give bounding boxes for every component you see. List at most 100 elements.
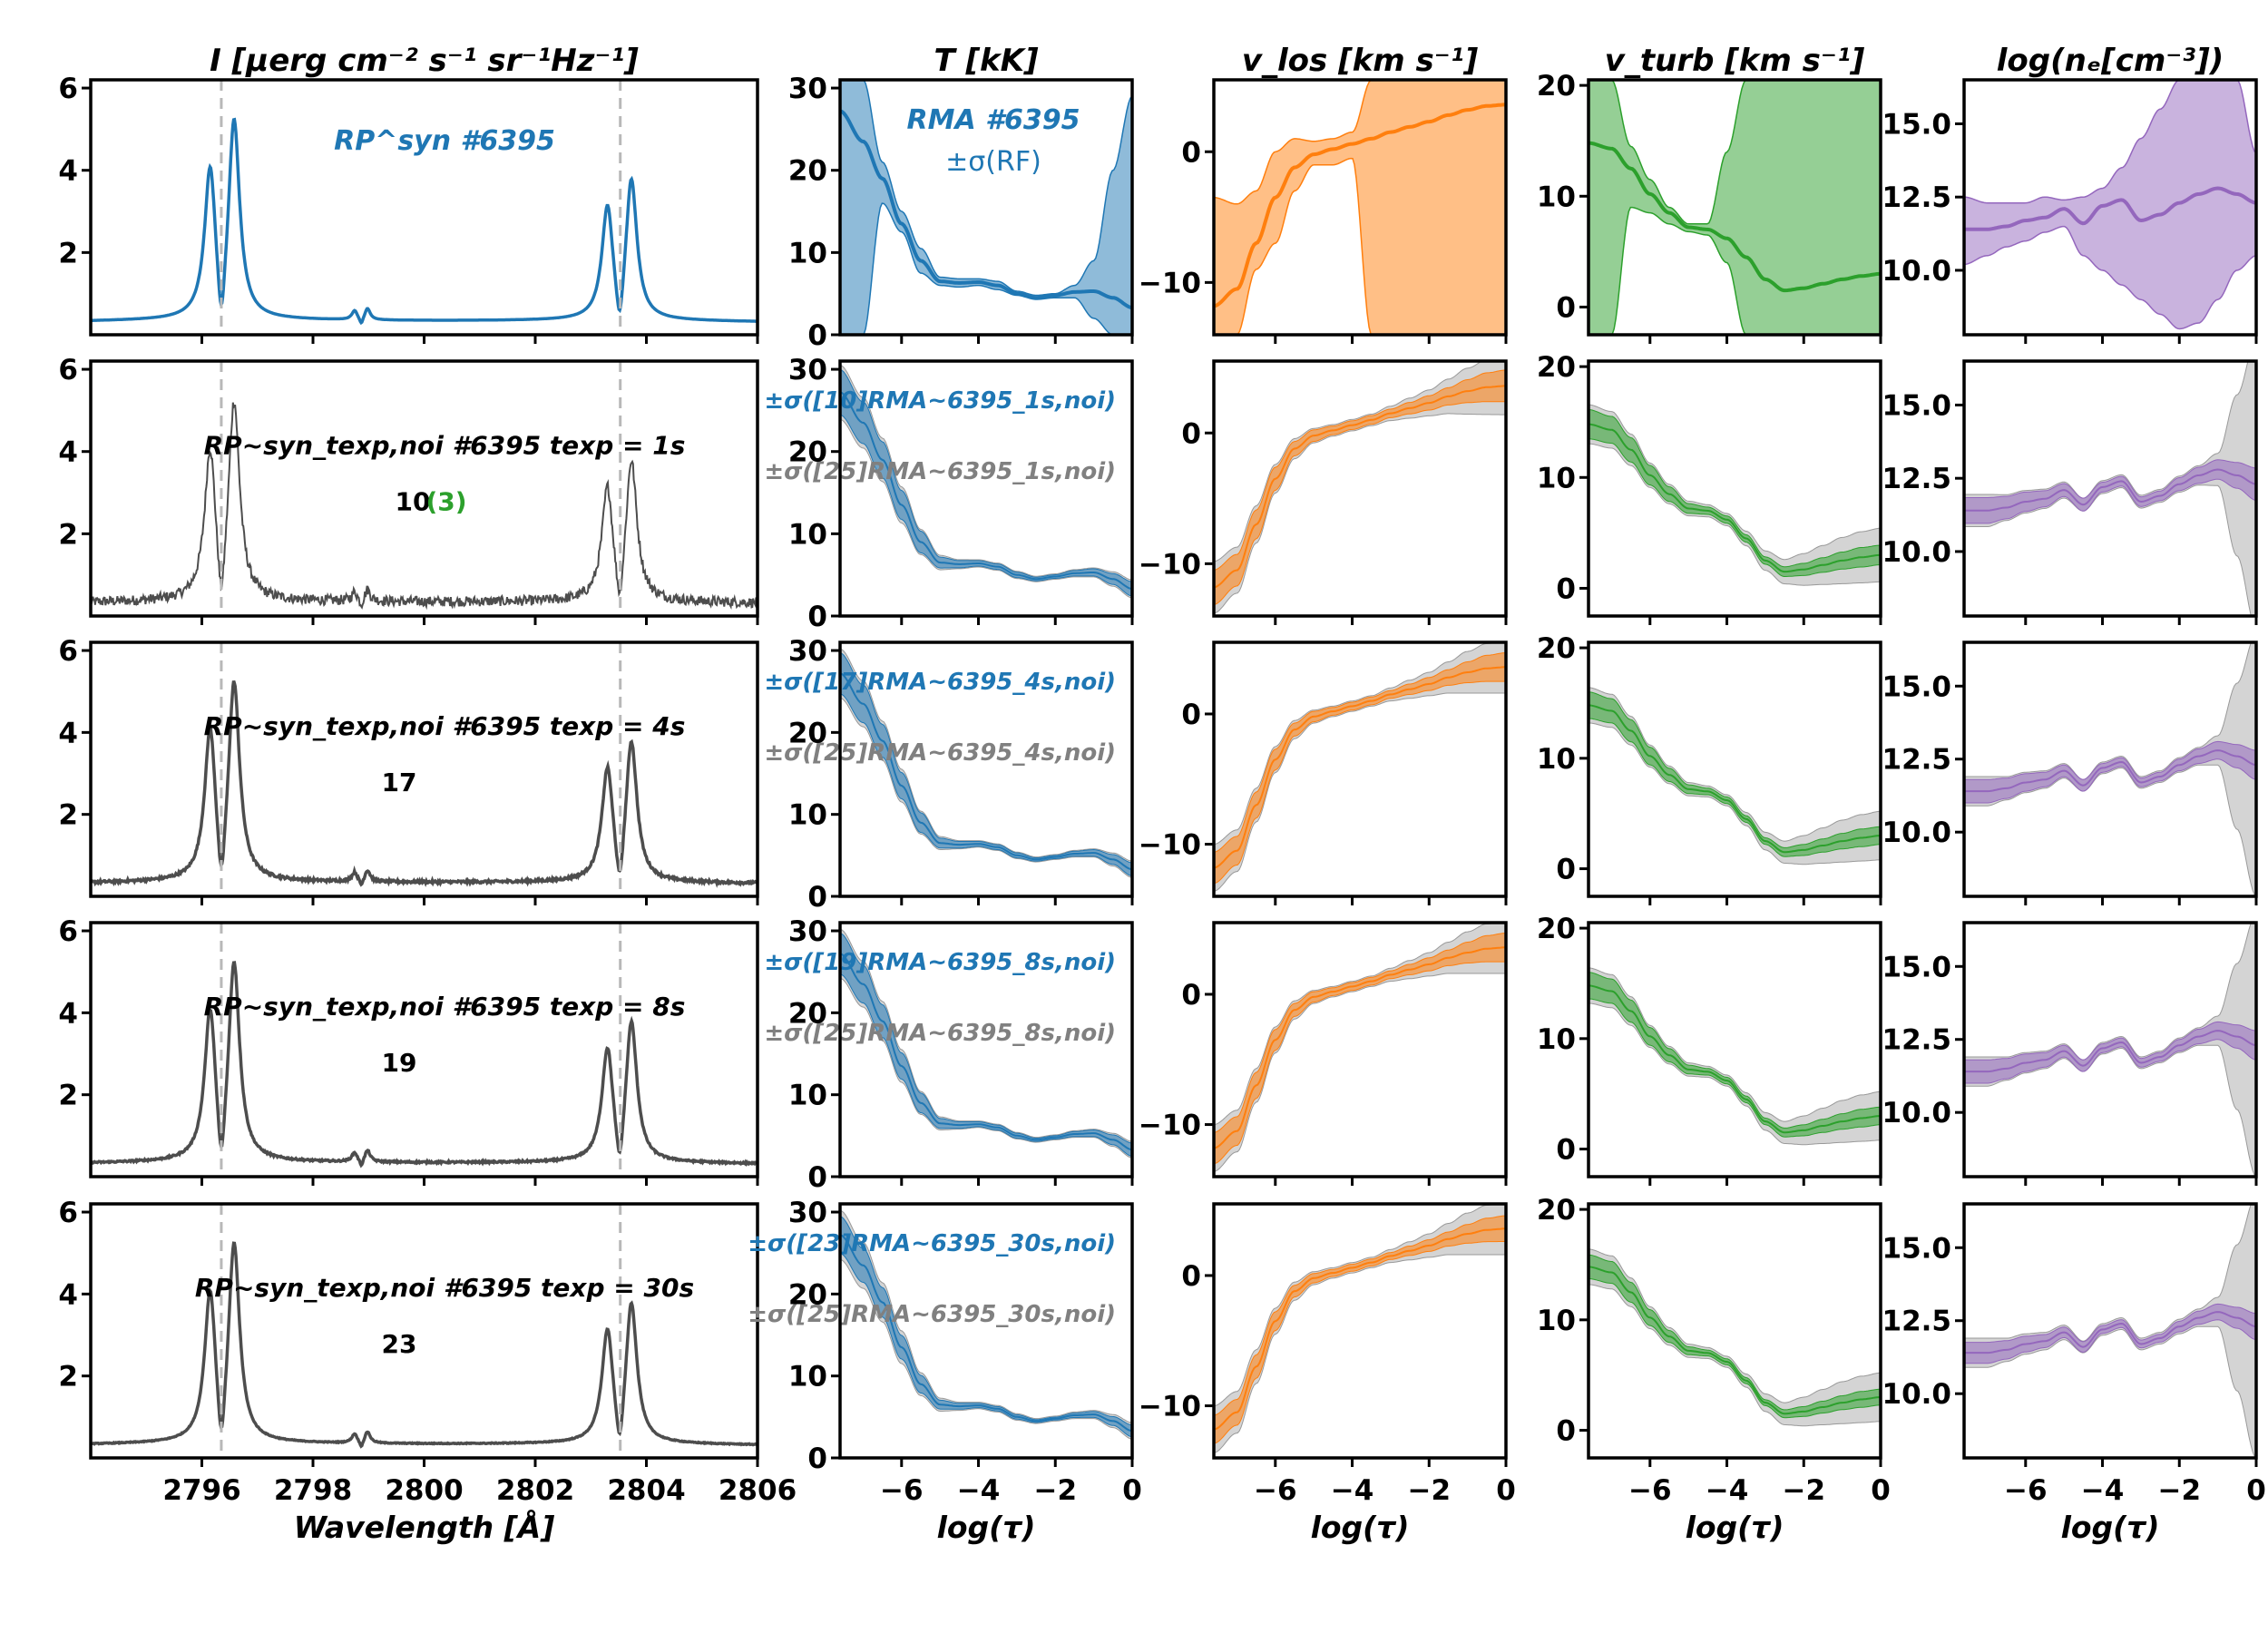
y-tick-label: 30 [788, 354, 827, 386]
plot-area [1964, 642, 2256, 896]
profile-line [1964, 1311, 2256, 1354]
x-tick-label: 2804 [607, 1474, 685, 1507]
y-tick-label: 10 [1537, 743, 1576, 776]
profile-label: RP~syn_texp,noi #6395 texp = 1s [204, 431, 686, 461]
plot-area [91, 642, 758, 896]
x-tick-label: 0 [1122, 1474, 1142, 1507]
y-tick-label: 10 [788, 518, 827, 551]
panel-vlos-row-5: −10 0 −6 −4 −2 0 log(τ) [1139, 1202, 1516, 1545]
panel-vturb-row-3: 0 10 20 [1537, 632, 1882, 905]
panel-vlos-row-1: −10 0 [1139, 78, 1508, 344]
spectrum-line [91, 117, 758, 326]
panel-vturb-row-2: 0 10 20 [1537, 351, 1882, 625]
panel-temperature-row-4: ±σ([19]RMA~6395_8s,noi) ±σ([25]RMA~6395_8… [764, 915, 1134, 1194]
y-tick-label: 0 [1556, 854, 1576, 886]
plot-area [1214, 642, 1506, 892]
x-tick-label: 2796 [162, 1474, 240, 1507]
x-tick-label: 0 [1871, 1474, 1891, 1507]
profile-line [1964, 468, 2256, 512]
profile-label: RP~syn_texp,noi #6395 texp = 4s [204, 711, 686, 741]
panel-temperature-row-2: ±σ([10]RMA~6395_1s,noi) ±σ([25]RMA~6395_1… [764, 354, 1134, 633]
column-title-intensity: I [μerg cm⁻² s⁻¹ sr⁻¹Hz⁻¹] [210, 43, 639, 79]
y-tick-label: 10.0 [1882, 1378, 1952, 1411]
axes-frame [1587, 359, 1882, 618]
uncertainty-band-selected [840, 933, 1132, 1157]
spectrum-line [91, 680, 758, 888]
panel-vturb-row-5: 0 10 20 −6 −4 −2 0 log(τ) [1537, 1194, 1891, 1545]
x-tick-label: 2806 [719, 1474, 797, 1507]
profile-line [1964, 749, 2256, 793]
y-tick-label: 10 [1537, 1305, 1576, 1337]
axes-frame [1212, 640, 1508, 898]
uncertainty-band-selected [1214, 369, 1506, 605]
y-tick-label: 4 [58, 436, 78, 469]
y-tick-label: 12.5 [1882, 463, 1952, 495]
y-tick-label: 15.0 [1882, 389, 1952, 422]
axes-frame [1212, 359, 1508, 618]
y-tick-label: 10 [788, 799, 827, 832]
y-tick-label: 0 [807, 1161, 827, 1194]
y-tick-label: 20 [788, 155, 827, 188]
axes-frame [838, 1202, 1134, 1460]
axes-frame [1962, 921, 2258, 1178]
x-tick-label: −4 [2081, 1474, 2125, 1507]
profile-line [1589, 704, 1881, 854]
panel-intensity-row-5: RP~syn_texp,noi #6395 texp = 30s 23 2 4 6 279… [58, 1197, 797, 1545]
profile-line [1214, 946, 1506, 1149]
y-tick-label: 20 [1537, 351, 1576, 384]
axes-frame [1587, 921, 1882, 1178]
x-tick-label: 0 [1496, 1474, 1516, 1507]
y-tick-label: 0 [1181, 417, 1201, 450]
axes-frame [838, 78, 1134, 337]
panel-ne-row-4: 10.0 12.5 15.0 [1882, 921, 2258, 1186]
y-tick-label: 12.5 [1882, 744, 1952, 777]
selected-model-label: ±σ([19]RMA~6395_8s,noi) [764, 949, 1116, 976]
x-axis-label: log(τ) [937, 1510, 1036, 1545]
axes-frame [1212, 921, 1508, 1178]
x-tick-label: −2 [1782, 1474, 1825, 1507]
x-tick-label: −6 [1254, 1474, 1297, 1507]
x-tick-label: −2 [2157, 1474, 2201, 1507]
y-tick-label: −10 [1139, 267, 1201, 299]
profile-label: RP~syn_texp,noi #6395 texp = 30s [195, 1273, 694, 1303]
plot-area [1214, 1204, 1506, 1453]
uncertainty-band [1589, 80, 1881, 335]
selected-model-label: ±σ([17]RMA~6395_4s,noi) [764, 669, 1116, 696]
axes-frame [838, 921, 1134, 1178]
plot-area [1214, 923, 1506, 1172]
plot-area [91, 80, 758, 335]
profile-label: RP~syn_texp,noi #6395 texp = 8s [204, 992, 686, 1022]
y-tick-label: 2 [58, 799, 78, 832]
y-tick-label: 15.0 [1882, 670, 1952, 703]
uncertainty-band-selected [1964, 1021, 2256, 1084]
axes-frame [1212, 78, 1508, 337]
y-tick-label: 30 [788, 635, 827, 668]
uncertainty-band-selected [840, 368, 1132, 597]
profile-line [840, 391, 1132, 591]
y-tick-label: 0 [1556, 1134, 1576, 1167]
reference-model-label: ±σ([25]RMA~6395_30s,noi) [748, 1301, 1116, 1328]
y-tick-label: 10.0 [1882, 1097, 1952, 1129]
y-tick-label: 10 [1537, 1023, 1576, 1056]
y-tick-label: 10 [788, 237, 827, 269]
y-tick-label: 10.0 [1882, 536, 1952, 569]
plot-area [91, 361, 758, 616]
y-tick-label: 12.5 [1882, 1024, 1952, 1057]
plot-area [840, 648, 1132, 878]
panel-temperature-row-1: RMA #6395 ±σ(RF) 0 10 20 30 [788, 73, 1134, 352]
y-tick-label: 0 [807, 319, 827, 352]
y-tick-label: −10 [1139, 548, 1201, 581]
uncertainty-band-selected [1214, 651, 1506, 885]
y-tick-label: 6 [58, 354, 78, 386]
profile-line [1589, 423, 1881, 573]
x-axis-label: log(τ) [2061, 1510, 2160, 1545]
component-count: 10 [396, 487, 431, 517]
axes-frame [89, 78, 759, 337]
uncertainty-band-selected [1964, 459, 2256, 524]
plot-area [840, 364, 1132, 599]
panel-ne-row-3: 10.0 12.5 15.0 [1882, 640, 2258, 905]
axes-frame [1962, 1202, 2258, 1460]
axes-frame [1962, 640, 2258, 898]
y-tick-label: 2 [58, 237, 78, 269]
y-tick-label: 6 [58, 635, 78, 668]
